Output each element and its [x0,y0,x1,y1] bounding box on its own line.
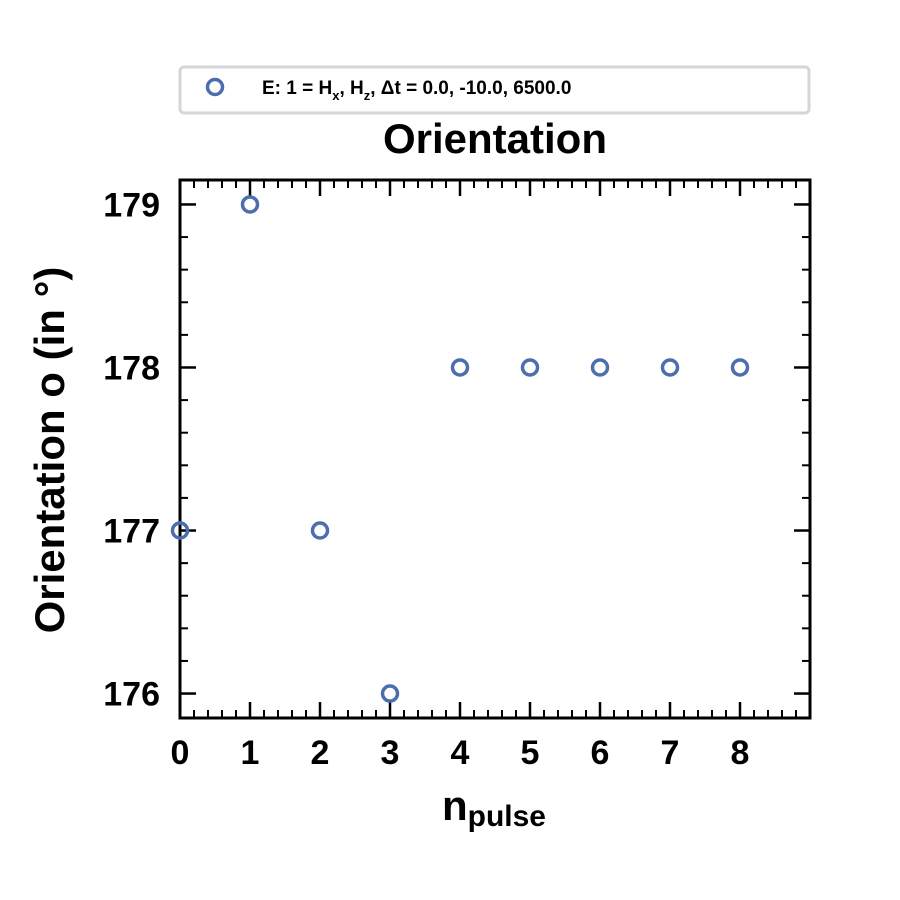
axis-ticks [178,180,810,718]
x-tick-label: 5 [521,734,540,772]
y-tick-label: 176 [103,676,160,714]
plot-frame [178,178,812,720]
data-point [380,684,400,703]
y-tick-label: 179 [103,186,160,224]
legend-label: E: 1 = Hx, Hz, Δt = 0.0, -10.0, 6500.0 [262,78,571,103]
data-point [660,358,680,377]
x-tick-label: 2 [311,734,330,772]
y-tick-label: 178 [103,349,160,387]
x-tick-label: 6 [591,734,610,772]
y-axis-label: Orientation o (in °) [26,267,73,634]
data-points [170,195,750,703]
data-point [590,358,610,377]
data-point [520,358,540,377]
x-tick-label: 7 [661,734,680,772]
x-tick-label: 8 [731,734,750,772]
y-tick-labels: 176 177 178 179 [103,186,160,713]
y-tick-label: 177 [103,513,160,551]
data-point [450,358,470,377]
legend-marker [205,77,225,97]
data-point [730,358,750,377]
x-tick-label: 0 [171,734,190,772]
data-point [170,521,190,540]
legend: E: 1 = Hx, Hz, Δt = 0.0, -10.0, 6500.0 [178,65,811,115]
legend-box [178,65,811,115]
x-tick-label: 4 [451,734,470,772]
chart-title: Orientation [383,115,607,162]
x-tick-labels: 0 1 2 3 4 5 6 7 8 [171,734,750,772]
x-axis-label: npulse [442,782,546,833]
x-tick-label: 3 [381,734,400,772]
data-point [310,521,330,540]
x-tick-label: 1 [241,734,260,772]
data-point [240,195,260,214]
